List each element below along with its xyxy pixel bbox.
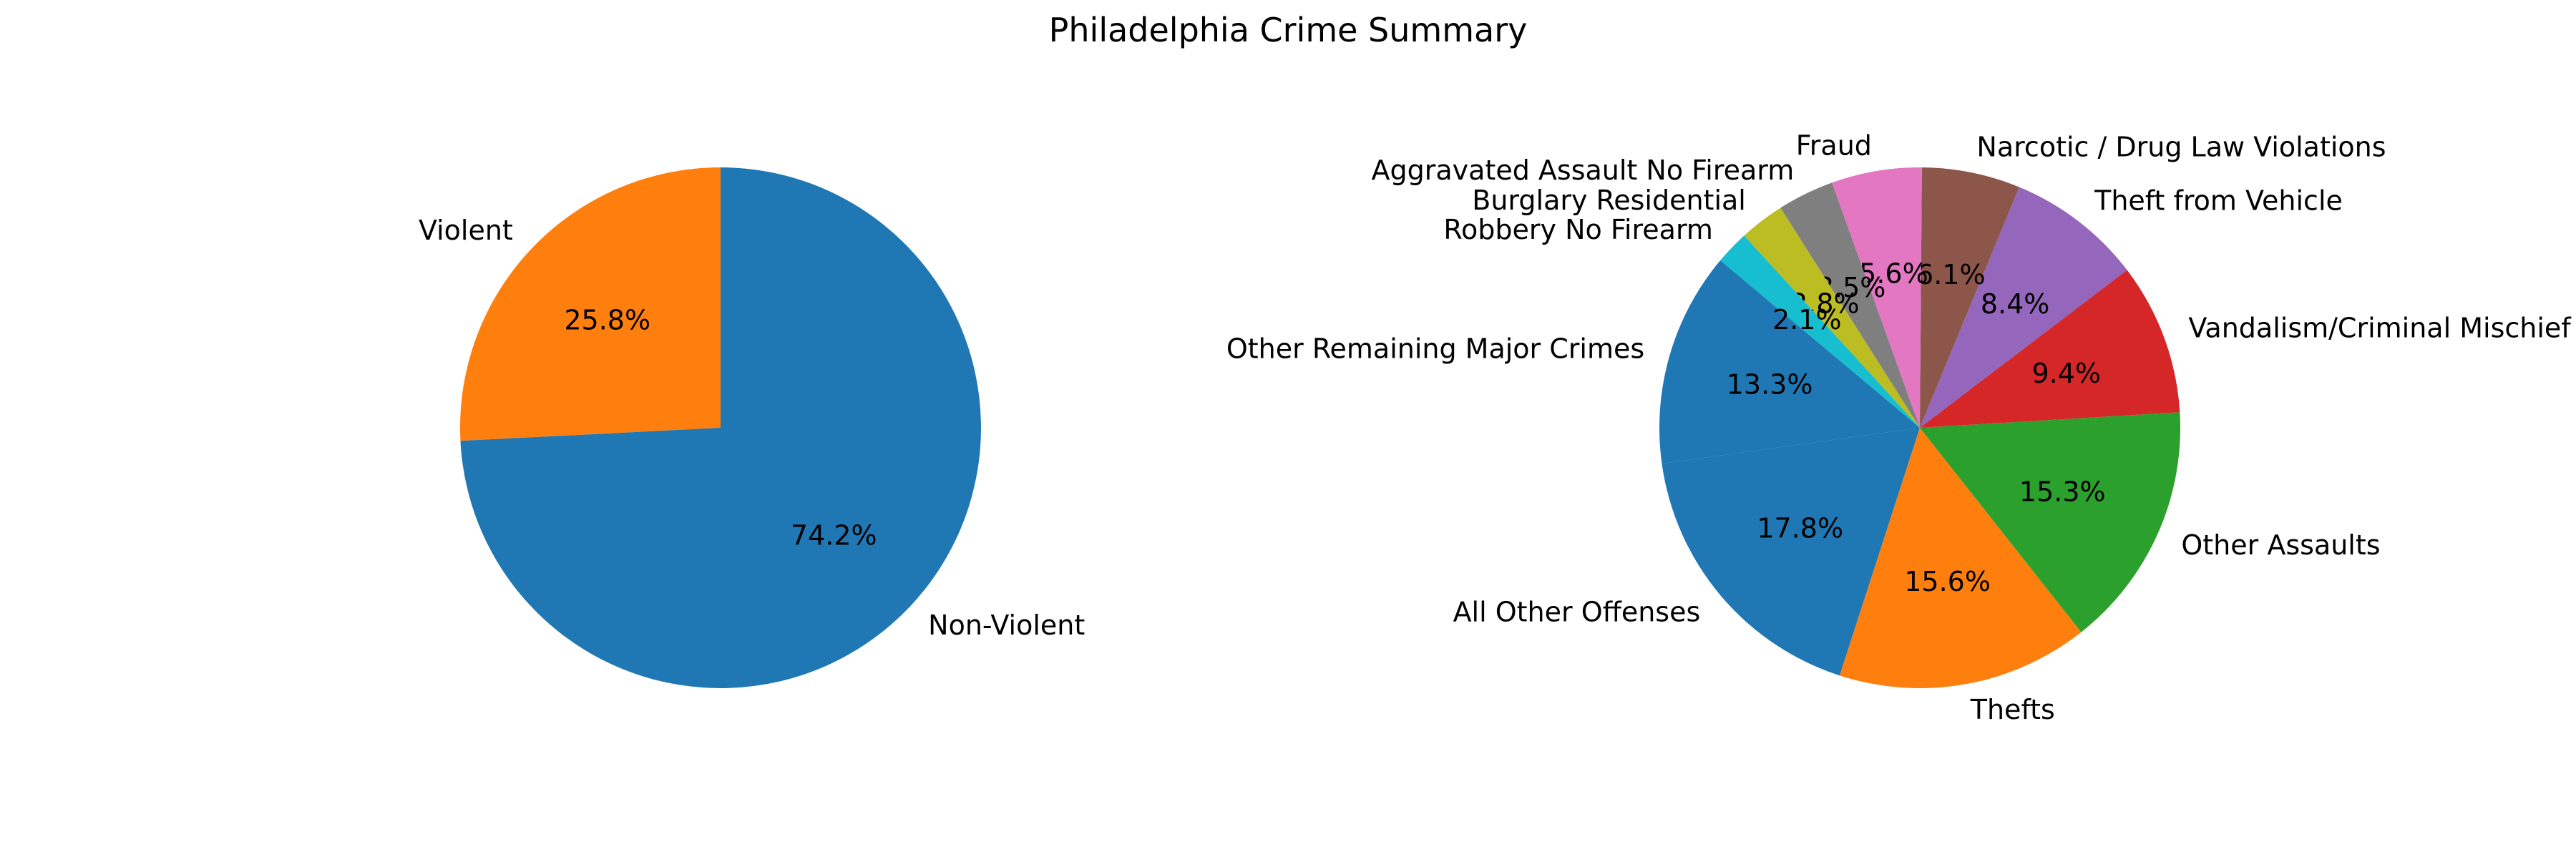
slice-percent-thefts: 15.6% <box>1904 566 1991 597</box>
slice-label-vandalism-criminal-mischief: Vandalism/Criminal Mischief <box>2188 313 2572 344</box>
slice-label-thefts: Thefts <box>1970 694 2055 725</box>
slice-label-other-remaining-major-crimes: Other Remaining Major Crimes <box>1226 333 1644 364</box>
slice-percent-violent: 25.8% <box>564 304 650 336</box>
pie-slice-theft-from-vehicle <box>1920 187 2127 428</box>
slice-label-theft-from-vehicle: Theft from Vehicle <box>2094 185 2343 217</box>
slice-percent-all-other-offenses: 17.8% <box>1757 512 1843 544</box>
pie-slice-thefts <box>1839 428 2082 688</box>
pie-chart-categories: Other Remaining Major Crimes 13.3% All Oth… <box>1226 129 2572 725</box>
slice-label-narcotic-drug-law-violations: Narcotic / Drug Law Violations <box>1976 132 2386 163</box>
slice-percent-robbery-no-firearm: 2.1% <box>1772 304 1842 336</box>
slice-percent-other-assaults: 15.3% <box>2019 476 2106 507</box>
chart-title: Philadelphia Crime Summary <box>1049 11 1528 49</box>
slice-label-violent: Violent <box>419 215 513 246</box>
pie-chart-violence: Violent 25.8% Non-Violent 74.2% <box>419 167 1085 688</box>
slice-label-robbery-no-firearm: Robbery No Firearm <box>1443 214 1713 245</box>
slice-label-aggravated-assault-no-firearm: Aggravated Assault No Firearm <box>1372 155 1795 186</box>
pie-slice-violent <box>460 167 721 441</box>
slice-percent-fraud: 5.6% <box>1859 258 1928 290</box>
slice-percent-narcotic-drug-law-violations: 6.1% <box>1916 259 1986 290</box>
slice-percent-non-violent: 74.2% <box>791 520 877 552</box>
pie-slice-other-assaults <box>1920 412 2180 632</box>
pie-slice-aggravated-assault-no-firearm <box>1780 182 1920 428</box>
slice-label-non-violent: Non-Violent <box>928 609 1085 641</box>
pie-slice-all-other-offenses <box>1662 428 1920 676</box>
slice-label-burglary-residential: Burglary Residential <box>1472 185 1746 216</box>
pie-slice-narcotic-drug-law-violations <box>1920 167 2019 428</box>
pie-slice-robbery-no-firearm <box>1720 235 1920 428</box>
pie-slice-other-remaining-major-crimes <box>1659 260 1920 464</box>
slice-label-other-assaults: Other Assaults <box>2181 529 2380 561</box>
pie-slice-non-violent <box>460 167 981 688</box>
slice-label-fraud: Fraud <box>1796 129 1872 161</box>
slice-label-all-other-offenses: All Other Offenses <box>1453 596 1701 627</box>
slice-percent-theft-from-vehicle: 8.4% <box>1981 288 2050 320</box>
slice-percent-other-remaining-major-crimes: 13.3% <box>1727 369 1813 401</box>
pie-slice-fraud <box>1832 167 1922 428</box>
slice-percent-vandalism-criminal-mischief: 9.4% <box>2031 358 2101 389</box>
pie-slice-vandalism-criminal-mischief <box>1920 270 2180 428</box>
pie-slice-burglary-residential <box>1744 207 1920 428</box>
